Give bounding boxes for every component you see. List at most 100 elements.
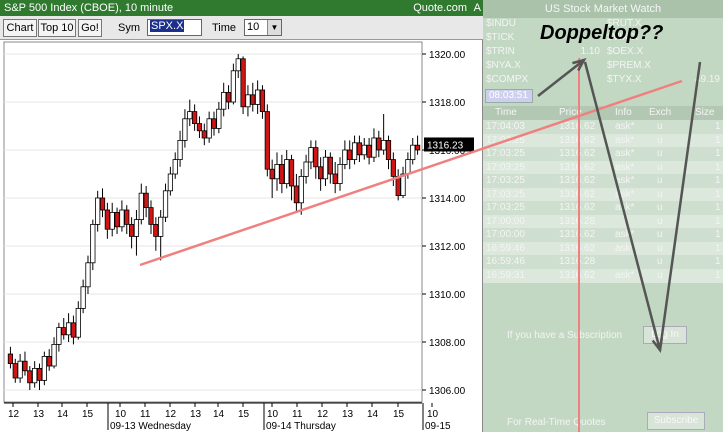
y-tick-label: 1318.00: [429, 98, 466, 109]
quote-val: 1.10: [580, 46, 600, 57]
candle-body: [405, 159, 411, 175]
quote-row[interactable]: $NYA.X $PREM.X: [483, 60, 723, 74]
candle-body: [46, 355, 52, 367]
subscribe-button[interactable]: Subscribe: [647, 412, 705, 430]
candle-body: [114, 211, 120, 228]
trade-row[interactable]: 16:59:46 1316.62 ask* u 1: [483, 241, 723, 256]
candle-body: [119, 209, 125, 228]
chart-button[interactable]: Chart: [3, 19, 37, 37]
trade-exch: u: [657, 269, 663, 281]
candle-body: [308, 147, 314, 163]
market-watch-title: US Stock Market Watch: [483, 0, 723, 18]
candle-body: [318, 166, 324, 180]
trade-price: 1316.62: [559, 148, 596, 159]
candle-body: [293, 185, 300, 204]
trade-row[interactable]: 17:04:03 1316.62 ask* u 1: [483, 120, 723, 134]
symbol-input[interactable]: SPX.X: [147, 19, 202, 36]
trade-info: ask*: [615, 242, 635, 254]
quote-row[interactable]: $COMPX $TYX.X 49.19: [483, 74, 723, 88]
time-select[interactable]: 10 ▼: [244, 19, 282, 36]
candle-body: [361, 144, 367, 156]
trade-price: 1316.62: [559, 134, 596, 146]
candle-body: [153, 223, 159, 237]
candle-body: [288, 159, 295, 187]
candle-body: [264, 111, 270, 170]
quote-sym2: $RUT.X: [607, 18, 642, 29]
candle-body: [7, 353, 14, 365]
trade-time: 16:59:31: [486, 269, 525, 281]
candle-body: [327, 156, 333, 175]
col-info[interactable]: Info: [615, 107, 632, 118]
trade-row[interactable]: 17:03:25 1316.62 ask* u 1: [483, 201, 723, 215]
x-tick-label: 15: [238, 409, 250, 420]
quote-row[interactable]: $INDU $RUT.X: [483, 18, 723, 32]
candle-body: [255, 89, 261, 105]
trade-row[interactable]: 17:00:00 1316.62 ask* u 1: [483, 228, 723, 242]
trade-exch: u: [657, 121, 663, 132]
col-size[interactable]: Size: [695, 107, 715, 118]
trade-row[interactable]: 17:00:00 1316.28 u 1: [483, 214, 723, 229]
candle-body: [385, 140, 392, 161]
top10-button[interactable]: Top 10: [38, 19, 76, 37]
quote-row[interactable]: $TICK $VIX.X: [483, 32, 723, 46]
trade-size: 1: [715, 188, 721, 200]
trade-row[interactable]: 16:59:31 1316.62 ask* u 1: [483, 268, 723, 283]
candle-body: [22, 360, 28, 372]
candle-body: [371, 137, 377, 158]
quote-sym: $TRIN: [486, 46, 515, 57]
quote-row[interactable]: $TRIN 1.10 $OEX.X: [483, 46, 723, 60]
x-tick-label: 14: [213, 409, 225, 420]
clock-display: 08:03:51: [485, 89, 533, 103]
candle-body: [230, 70, 236, 103]
candle-body: [381, 140, 387, 151]
trade-price: 1316.28: [559, 215, 596, 227]
trade-row[interactable]: 17:03:25 1316.62 ask* u 1: [483, 187, 723, 202]
trade-time: 17:03:25: [486, 148, 525, 159]
trade-price: 1316.28: [559, 256, 596, 267]
x-tick-label: 10: [115, 409, 127, 420]
trade-size: 1: [715, 161, 721, 173]
candle-body: [104, 209, 110, 230]
col-price[interactable]: Price: [559, 107, 582, 118]
candle-body: [80, 286, 86, 309]
time-select-value: 10: [247, 21, 260, 33]
candle-body: [133, 219, 140, 237]
candle-body: [187, 111, 193, 120]
trade-row[interactable]: 17:03:25 1316.62 ask* u 1: [483, 174, 723, 188]
x-tick-label: 13: [190, 409, 202, 420]
trade-exch: u: [657, 175, 663, 186]
candlestick-chart[interactable]: 1320.001318.001316.001314.001312.001310.…: [0, 40, 483, 432]
candle-body: [75, 307, 81, 338]
trade-price: 1316.62: [559, 121, 596, 132]
time-label: Time: [212, 22, 237, 34]
quote-sym: $INDU: [486, 18, 517, 29]
x-tick-label: 11: [292, 409, 303, 420]
annotation-text: Doppeltop??: [540, 22, 664, 44]
candle-body: [172, 159, 178, 175]
y-tick-label: 1310.00: [429, 290, 466, 301]
candle-body: [158, 216, 164, 237]
candle-body: [51, 343, 57, 367]
trade-row[interactable]: 17:03:25 1316.62 ask* u 1: [483, 160, 723, 175]
candle-body: [196, 123, 203, 132]
x-tick-label: 12: [317, 409, 329, 420]
trade-exch: u: [657, 215, 663, 227]
trade-exch: u: [657, 161, 663, 173]
trade-row[interactable]: 17:03:25 1316.62 ask* u 1: [483, 133, 723, 148]
trade-row[interactable]: 16:59:46 1316.28 u 1: [483, 255, 723, 269]
col-exch[interactable]: Exch: [649, 107, 672, 118]
trade-size: 1: [715, 175, 721, 186]
trade-price: 1316.62: [559, 161, 596, 173]
login-button[interactable]: Log In: [643, 326, 687, 344]
candle-body: [337, 164, 343, 185]
trade-size: 1: [715, 202, 721, 213]
chevron-down-icon[interactable]: ▼: [267, 20, 281, 35]
x-tick-label: 12: [8, 409, 20, 420]
go-button[interactable]: Go!: [78, 19, 102, 37]
trade-row[interactable]: 17:03:25 1316.62 ask* u 1: [483, 147, 723, 161]
col-time[interactable]: Time: [495, 107, 517, 118]
candle-body: [32, 367, 38, 384]
candle-body: [56, 327, 62, 345]
candle-body: [322, 156, 329, 180]
candle-body: [90, 223, 96, 264]
